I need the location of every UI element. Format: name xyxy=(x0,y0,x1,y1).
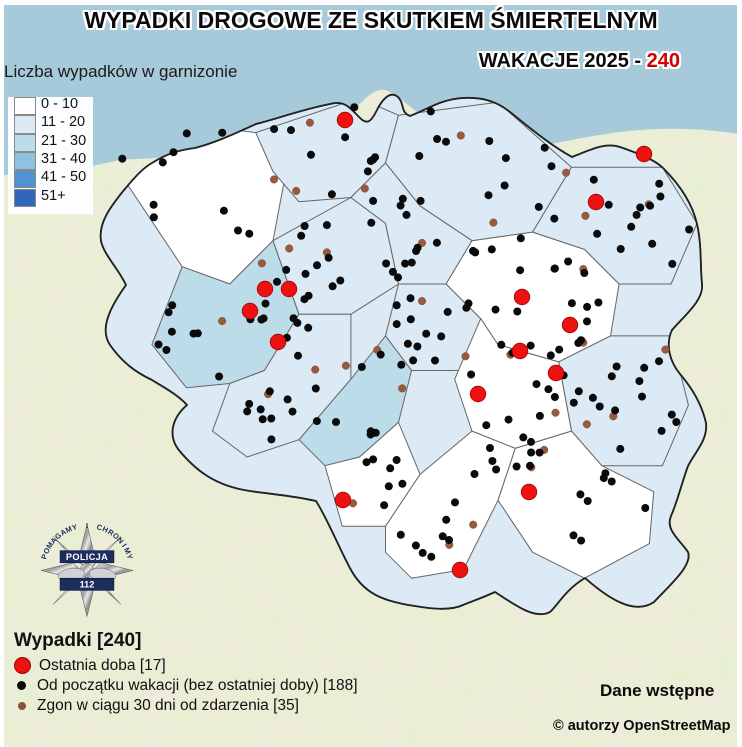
svg-text:I: I xyxy=(86,521,88,530)
svg-text:POLICJA: POLICJA xyxy=(66,552,108,562)
svg-text:112: 112 xyxy=(80,579,95,589)
